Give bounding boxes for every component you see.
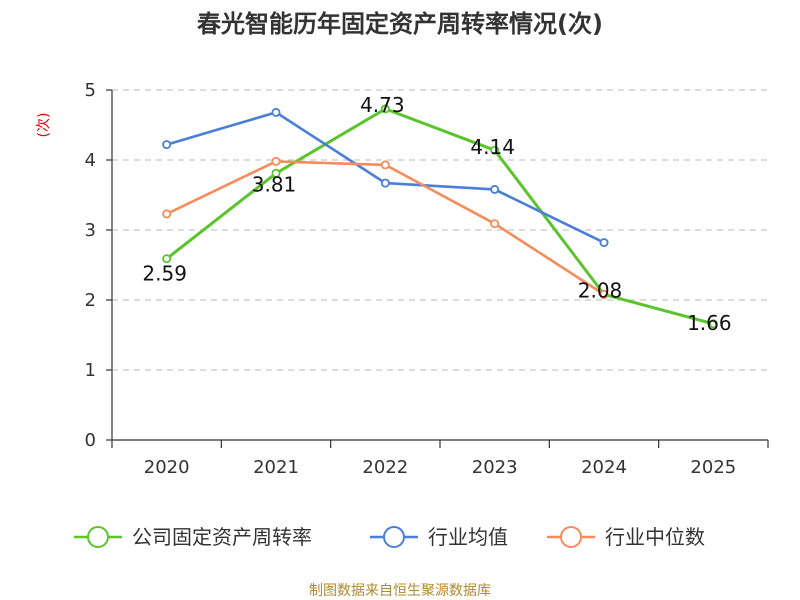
x-tick-label-2023: 2023 bbox=[472, 457, 518, 478]
data-labels: 2.59 3.81 4.73 4.14 2.08 1.66 bbox=[142, 93, 731, 335]
data-point-s3-2024 bbox=[599, 289, 609, 299]
data-point-s1-2020 bbox=[162, 254, 172, 264]
x-tick-label-2025: 2025 bbox=[690, 457, 736, 478]
data-point-s3-2021 bbox=[271, 156, 281, 166]
data-label-2021: 3.81 bbox=[252, 172, 297, 196]
source-note: 制图数据来自恒生聚源数据库 bbox=[309, 583, 491, 599]
series-layer bbox=[162, 104, 718, 329]
y-tick-label-4: 4 bbox=[85, 150, 96, 171]
data-label-2022: 4.73 bbox=[360, 93, 405, 117]
data-point-s3-2020 bbox=[162, 209, 172, 219]
data-point-s1-2025 bbox=[708, 319, 718, 329]
legend-label-1: 公司固定资产周转率 bbox=[132, 525, 312, 549]
data-point-s2-2020 bbox=[162, 140, 172, 150]
y-tick-label-0: 0 bbox=[85, 430, 96, 451]
series-line-2 bbox=[165, 111, 606, 244]
data-point-s3-2023 bbox=[490, 219, 500, 229]
legend: 公司固定资产周转率 行业均值 行业中位数 bbox=[74, 525, 705, 549]
y-tick-label-1: 1 bbox=[85, 360, 96, 381]
data-label-2024: 2.08 bbox=[578, 278, 623, 302]
data-label-2025: 1.66 bbox=[687, 311, 732, 335]
data-point-s3-2022 bbox=[380, 160, 390, 170]
chart-title: 春光智能历年固定资产周转率情况(次) bbox=[197, 10, 603, 38]
data-point-s1-2022 bbox=[380, 104, 390, 114]
x-tick-label-2022: 2022 bbox=[362, 457, 408, 478]
legend-label-3: 行业中位数 bbox=[605, 525, 705, 549]
legend-label-2: 行业均值 bbox=[428, 525, 508, 549]
axes: 0 1 2 3 4 5 2020 2021 2022 2023 2024 2025 bbox=[85, 80, 769, 478]
y-tick-label-5: 5 bbox=[85, 80, 96, 101]
x-tick-label-2021: 2021 bbox=[253, 457, 299, 478]
legend-marker-2 bbox=[383, 526, 405, 548]
data-point-s1-2023 bbox=[490, 145, 500, 155]
data-point-s1-2021 bbox=[271, 168, 281, 178]
data-point-s2-2023 bbox=[490, 184, 500, 194]
data-point-s2-2024 bbox=[599, 238, 609, 248]
series-line-1 bbox=[165, 107, 715, 326]
legend-marker-1 bbox=[87, 526, 109, 548]
data-label-2020: 2.59 bbox=[142, 262, 187, 286]
data-label-2023: 4.14 bbox=[470, 135, 515, 159]
y-tick-label-2: 2 bbox=[85, 290, 96, 311]
x-tick-label-2024: 2024 bbox=[581, 457, 627, 478]
data-point-s2-2022 bbox=[380, 178, 390, 188]
data-point-s2-2021 bbox=[271, 107, 281, 117]
y-axis-label: (次) bbox=[36, 113, 52, 138]
x-tick-label-2020: 2020 bbox=[144, 457, 190, 478]
legend-marker-3 bbox=[560, 526, 582, 548]
y-tick-label-3: 3 bbox=[85, 220, 96, 241]
